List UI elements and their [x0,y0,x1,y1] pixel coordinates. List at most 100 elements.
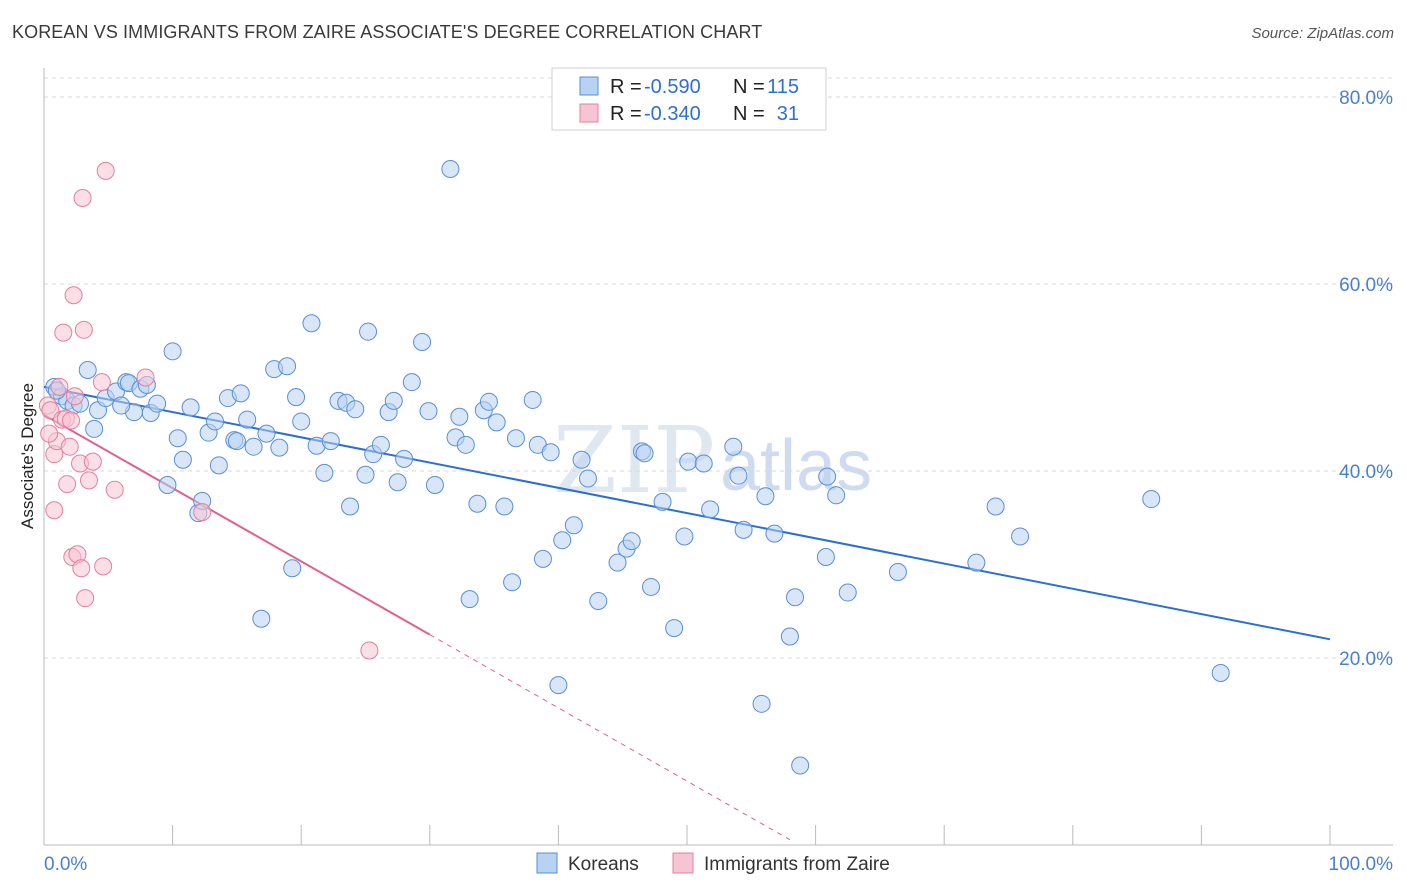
point-koreans [181,398,200,417]
point-zaire [105,480,124,499]
point-koreans [506,429,525,448]
point-koreans [238,410,257,429]
bottom-legend-label-koreans: Koreans [568,854,639,875]
legend-swatch-koreans [579,76,599,96]
point-koreans [341,497,360,516]
point-koreans [756,487,775,506]
point-koreans [209,456,228,475]
legend-r-value-zaire: -0.340 [644,103,701,125]
axes [43,68,1393,846]
point-koreans [888,562,907,581]
point-zaire [92,373,111,392]
point-koreans [589,591,608,610]
point-zaire [76,589,95,608]
point-koreans [441,159,460,178]
point-koreans [487,413,506,432]
point-koreans [1211,663,1230,682]
point-koreans [786,588,805,607]
trend-line-zaire [43,414,431,636]
legend-n-label-zaire: N = [733,103,765,125]
point-koreans [231,384,250,403]
point-koreans [302,314,321,333]
point-koreans [227,432,246,451]
point-koreans [460,590,479,609]
point-koreans [635,444,654,463]
point-koreans [694,454,713,473]
point-zaire [45,501,64,520]
point-koreans [244,437,263,456]
point-zaire [136,368,155,387]
point-koreans [679,452,698,471]
point-koreans [838,583,857,602]
point-koreans [641,577,660,596]
point-koreans [419,402,438,421]
point-koreans [967,553,986,572]
bottom-legend-swatch-koreans [536,852,558,874]
point-koreans [252,609,271,628]
y-tick-label: 80.0% [1339,88,1393,109]
trend-line-koreans [43,385,1331,641]
point-zaire [58,475,77,494]
point-koreans [257,424,276,443]
point-koreans [384,391,403,410]
point-koreans [622,532,641,551]
point-koreans [168,429,187,448]
point-koreans [359,322,378,341]
y-tick-label: 20.0% [1339,649,1393,670]
gridlines [44,77,1393,659]
point-koreans [292,412,311,431]
point-koreans [701,500,720,519]
point-koreans [608,553,627,572]
bottom-legend-label-zaire: Immigrants from Zaire [704,854,890,875]
point-koreans [578,469,597,488]
point-zaire [73,188,92,207]
x-tick-label-max: 100.0% [1329,854,1394,875]
y-tick-label: 40.0% [1339,462,1393,483]
point-zaire [62,411,81,430]
point-koreans [729,466,748,485]
y-tick-labels: 20.0% 40.0% 60.0% 80.0% [1339,88,1393,670]
stats-legend: R = -0.590 N = 115 R = -0.340 N = 31 [551,67,827,131]
trend-lines [43,385,1331,841]
point-koreans [395,449,414,468]
koreans-points [45,159,1230,775]
point-koreans [315,463,334,482]
legend-r-label-zaire: R = [610,103,642,125]
point-zaire [72,559,91,578]
point-koreans [541,443,560,462]
point-koreans [549,676,568,695]
point-zaire [40,424,59,443]
point-zaire [74,320,93,339]
point-koreans [413,332,432,351]
point-koreans [665,619,684,638]
legend-n-value-zaire: 31 [777,103,799,125]
point-koreans [278,357,297,376]
point-zaire [54,323,73,342]
point-zaire [64,286,83,305]
point-koreans [503,573,522,592]
point-koreans [791,756,810,775]
point-koreans [572,450,591,469]
point-koreans [456,435,475,454]
point-koreans [479,392,498,411]
point-koreans [1011,527,1030,546]
point-koreans [780,627,799,646]
point-koreans [283,559,302,578]
point-koreans [495,497,514,516]
point-koreans [78,361,97,380]
point-zaire [65,387,84,406]
legend-n-label-koreans: N = [733,76,765,98]
point-koreans [827,486,846,505]
trend-line-zaire-extension [429,634,791,841]
point-zaire [96,161,115,180]
point-zaire [193,503,212,522]
point-koreans [148,394,167,413]
legend-r-label-koreans: R = [610,76,642,98]
bottom-legend-swatch-zaire [672,852,694,874]
point-koreans [653,492,672,511]
point-koreans [450,407,469,426]
point-koreans [206,412,225,431]
chart-source: Source: ZipAtlas.com [1251,25,1394,42]
point-koreans [287,388,306,407]
point-koreans [112,396,131,415]
